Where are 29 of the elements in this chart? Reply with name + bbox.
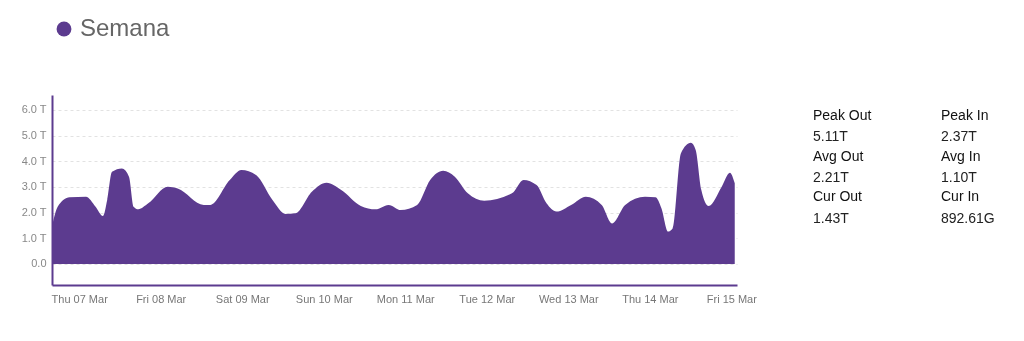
text: Peak In (941, 107, 989, 123)
y-tick-label: 1.0 T (21, 231, 47, 244)
x-tick-label: Sat 09 Mar (215, 292, 270, 305)
x-tick-label: Wed 13 Mar (538, 292, 599, 305)
y-tick-label: 3.0 T (21, 180, 47, 193)
y-tick-label: 6.0 T (21, 103, 47, 116)
x-tick-label: Thu 14 Mar (622, 292, 679, 305)
y-tick-label: 4.0 T (21, 154, 47, 167)
text: Avg In (941, 147, 981, 164)
text: Avg Out (813, 147, 864, 164)
text: Cur Out (813, 188, 863, 205)
x-tick-label: Tue 12 Mar (459, 292, 516, 305)
x-tick-label: Fri 08 Mar (136, 292, 187, 305)
legend-label: Semana (80, 14, 171, 41)
text: 1.10T (941, 168, 978, 185)
x-tick-label: Thu 07 Mar (51, 292, 109, 305)
text: 1.43T (813, 209, 850, 226)
text: 5.11T (813, 128, 849, 145)
x-tick-label: Sun 10 Mar (295, 292, 353, 305)
y-tick-label: 2.0 T (21, 206, 47, 219)
x-tick-label: Mon 11 Mar (376, 292, 436, 305)
text: 2.21T (813, 168, 850, 185)
text: 2.37T (941, 128, 978, 145)
text: 892.61G (941, 209, 995, 226)
y-tick-label: 0.0 (31, 257, 47, 270)
text: Cur In (941, 188, 980, 205)
text: Peak Out (813, 107, 872, 123)
x-tick-label: Fri 15 Mar (706, 292, 758, 305)
y-tick-label: 5.0 T (21, 129, 47, 142)
